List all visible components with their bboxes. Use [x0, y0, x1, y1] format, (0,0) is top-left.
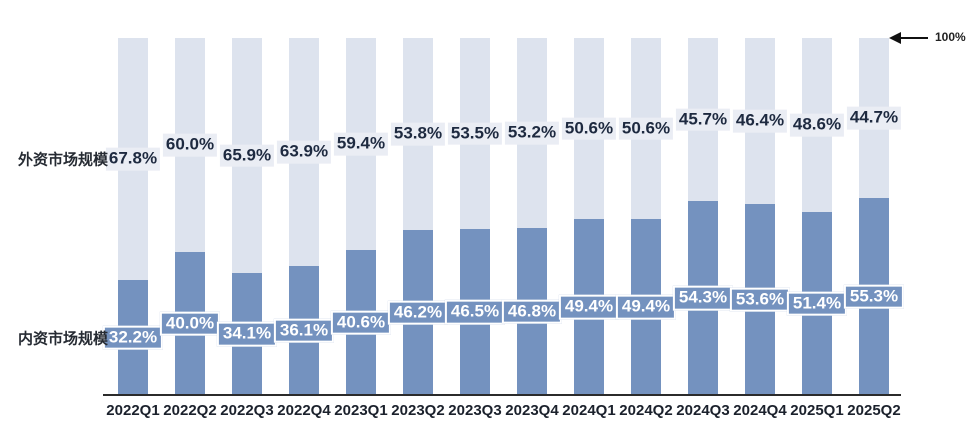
foreign-share-value: 53.2% [504, 121, 560, 145]
domestic-share-value: 49.4% [615, 294, 677, 320]
foreign-share-value: 53.5% [447, 122, 503, 145]
x-axis-tick-label: 2024Q2 [619, 402, 673, 419]
foreign-share-value: 63.9% [276, 140, 332, 164]
domestic-share-value: 40.6% [330, 310, 392, 335]
domestic-series-label: 内资市场规模 [17, 330, 108, 347]
domestic-share-value: 51.4% [786, 291, 848, 316]
foreign-share-value: 53.8% [390, 122, 446, 146]
foreign-share-value: 50.6% [561, 117, 617, 140]
foreign-share-value: 60.0% [162, 133, 218, 157]
x-axis-tick-label: 2022Q4 [277, 402, 331, 419]
foreign-share-value: 59.4% [333, 132, 389, 156]
domestic-share-value: 46.2% [387, 300, 449, 325]
x-axis-tick-label: 2025Q1 [790, 402, 844, 419]
x-axis-tick-label: 2024Q3 [676, 402, 730, 419]
domestic-share-value: 49.4% [558, 294, 620, 320]
x-axis-tick-label: 2022Q1 [106, 402, 160, 419]
left-arrow-icon [889, 32, 901, 44]
x-axis-tick-label: 2024Q1 [562, 402, 616, 419]
domestic-share-value: 32.2% [102, 325, 164, 350]
foreign-share-value: 46.4% [732, 109, 788, 133]
x-axis-tick-label: 2024Q4 [733, 402, 787, 419]
foreign-series-label: 外资市场规模 [17, 151, 108, 169]
domestic-share-value: 40.0% [159, 311, 221, 336]
hundred-percent-reference-label: 100% [935, 30, 966, 44]
x-axis-tick-label: 2022Q3 [220, 402, 274, 419]
foreign-share-value: 48.6% [789, 113, 845, 137]
foreign-share-value: 67.8% [105, 147, 161, 171]
domestic-share-value: 53.6% [729, 287, 791, 312]
domestic-share-value: 55.3% [843, 284, 905, 309]
foreign-share-value: 50.6% [618, 117, 674, 140]
domestic-share-value: 46.8% [501, 299, 563, 324]
x-axis-tick-label: 2022Q2 [163, 402, 217, 419]
domestic-share-value: 46.5% [444, 299, 506, 325]
domestic-share-value: 36.1% [273, 318, 335, 343]
x-axis-tick-label: 2023Q3 [448, 402, 502, 419]
x-axis-tick-label: 2023Q2 [391, 402, 445, 419]
domestic-share-value: 34.1% [216, 321, 278, 347]
domestic-share-value: 54.3% [672, 285, 734, 311]
foreign-share-value: 44.7% [846, 106, 902, 130]
arrow-shaft [900, 37, 928, 39]
foreign-share-value: 45.7% [675, 108, 731, 131]
x-axis-tick-label: 2025Q2 [847, 402, 901, 419]
x-axis-line [103, 394, 901, 396]
x-axis-tick-label: 2023Q1 [334, 402, 388, 419]
foreign-share-value: 65.9% [219, 144, 275, 167]
x-axis-tick-label: 2023Q4 [505, 402, 559, 419]
